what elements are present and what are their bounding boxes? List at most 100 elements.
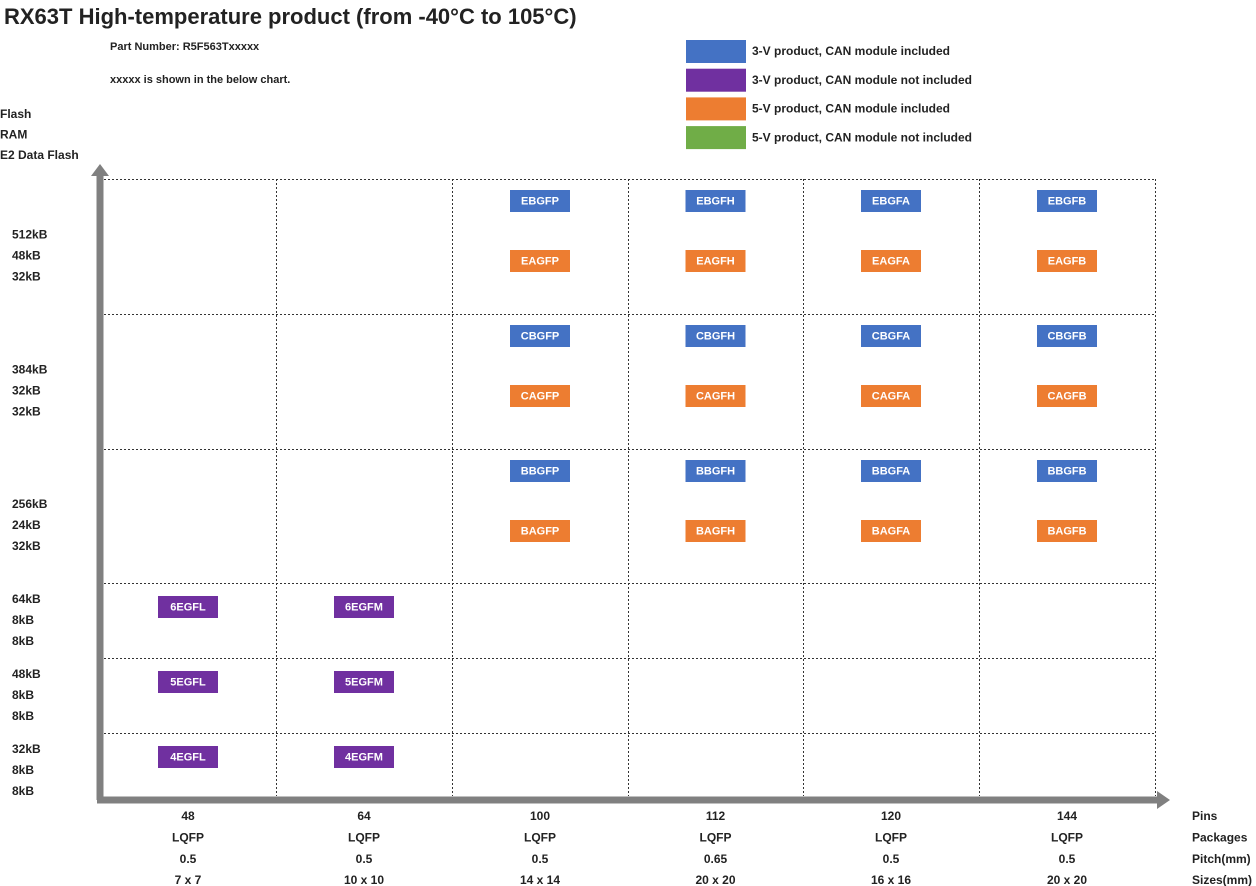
product-chip: [685, 520, 746, 542]
product-chip: [510, 385, 570, 407]
row-label: 8kB: [12, 784, 34, 798]
product-chip: [861, 325, 921, 347]
product-chip: [685, 190, 746, 212]
column-label: 0.5: [180, 852, 197, 866]
product-code: EBGFB: [1048, 195, 1087, 207]
product-code: 6EGFL: [170, 601, 206, 613]
legend-label: 5-V product, CAN module included: [752, 102, 950, 116]
legend-label: 5-V product, CAN module not included: [752, 130, 972, 144]
column-label: 20 x 20: [695, 873, 735, 886]
product-chip: [510, 250, 570, 272]
product-code: BBGFB: [1047, 465, 1086, 477]
product-chip: [685, 385, 746, 407]
row-label: 32kB: [12, 539, 41, 553]
note: xxxxx is shown in the below chart.: [110, 74, 290, 86]
product-chip: [861, 385, 921, 407]
product-code: EBGFH: [696, 195, 735, 207]
column-label: 64: [357, 809, 371, 823]
product-code: 4EGFL: [170, 751, 206, 763]
product-code: BBGFH: [696, 465, 735, 477]
product-chip: [510, 520, 570, 542]
product-code: CAGFB: [1047, 390, 1086, 402]
column-label: 0.5: [883, 852, 900, 866]
x-axis-label: Sizes(mm): [1192, 873, 1252, 886]
row-label: 8kB: [12, 709, 34, 723]
y-axis-label: Flash: [0, 107, 31, 121]
product-chip: [158, 596, 218, 618]
row-label: 24kB: [12, 518, 41, 532]
product-chip: [685, 460, 746, 482]
column-label: 112: [706, 809, 726, 823]
product-code: CAGFH: [696, 390, 735, 402]
x-axis-label: Packages: [1192, 830, 1248, 844]
row-label: 8kB: [12, 613, 34, 627]
column-label: 0.5: [1059, 852, 1076, 866]
product-code: EBGFP: [521, 195, 559, 207]
product-code: 5EGFM: [345, 676, 383, 688]
product-chip: [1037, 520, 1097, 542]
product-chip: [685, 250, 746, 272]
product-chip: [510, 460, 570, 482]
column-label: 120: [881, 809, 901, 823]
product-code: 5EGFL: [170, 676, 206, 688]
column-label: LQFP: [348, 830, 380, 844]
product-code: CAGFP: [521, 390, 560, 402]
legend-swatch: [686, 68, 746, 92]
row-label: 512kB: [12, 228, 48, 242]
row-label: 8kB: [12, 634, 34, 648]
product-chip: [1037, 460, 1097, 482]
product-code: 4EGFM: [345, 751, 383, 763]
product-code: BBGFA: [872, 465, 911, 477]
y-axis-label: RAM: [0, 128, 27, 142]
row-label: 32kB: [12, 742, 41, 756]
column-label: 14 x 14: [520, 873, 560, 886]
product-chip: [334, 746, 394, 768]
product-code: BAGFA: [872, 525, 911, 537]
product-chip: [334, 671, 394, 693]
product-code: 6EGFM: [345, 601, 383, 613]
row-label: 32kB: [12, 405, 41, 419]
product-code: CBGFA: [872, 330, 911, 342]
column-label: 0.65: [704, 852, 728, 866]
column-label: 7 x 7: [175, 873, 202, 886]
y-axis-arrow: [91, 164, 109, 800]
product-chip: [158, 746, 218, 768]
column-label: 0.5: [356, 852, 373, 866]
column-label: 100: [530, 809, 550, 823]
row-label: 8kB: [12, 688, 34, 702]
product-chip: [685, 325, 746, 347]
product-chip: [861, 460, 921, 482]
product-code: BAGFB: [1047, 525, 1086, 537]
column-label: 0.5: [532, 852, 549, 866]
product-code: EAGFH: [696, 255, 735, 267]
column-label: LQFP: [1051, 830, 1083, 844]
product-chip: [1037, 385, 1097, 407]
product-chip: [1037, 250, 1097, 272]
product-code: EAGFA: [872, 255, 910, 267]
column-label: 10 x 10: [344, 873, 384, 886]
row-label: 48kB: [12, 667, 41, 681]
product-code: EAGFP: [521, 255, 559, 267]
row-label: 256kB: [12, 497, 48, 511]
row-label: 64kB: [12, 592, 41, 606]
row-label: 8kB: [12, 763, 34, 777]
legend-swatch: [686, 40, 746, 63]
legend-label: 3-V product, CAN module not included: [752, 73, 972, 87]
legend-swatch: [686, 126, 746, 150]
row-label: 32kB: [12, 270, 41, 284]
title: RX63T High-temperature product (from -40…: [4, 4, 577, 29]
product-chip: [158, 671, 218, 693]
product-chip: [510, 190, 570, 212]
column-label: 144: [1057, 809, 1077, 823]
column-label: LQFP: [700, 830, 732, 844]
row-label: 32kB: [12, 384, 41, 398]
product-code: BBGFP: [521, 465, 560, 477]
column-label: 48: [181, 809, 195, 823]
column-label: 20 x 20: [1047, 873, 1087, 886]
product-chip: [1037, 325, 1097, 347]
product-chip: [861, 250, 921, 272]
row-label: 48kB: [12, 249, 41, 263]
product-chip: [861, 520, 921, 542]
y-axis-label: E2 Data Flash: [0, 148, 79, 162]
